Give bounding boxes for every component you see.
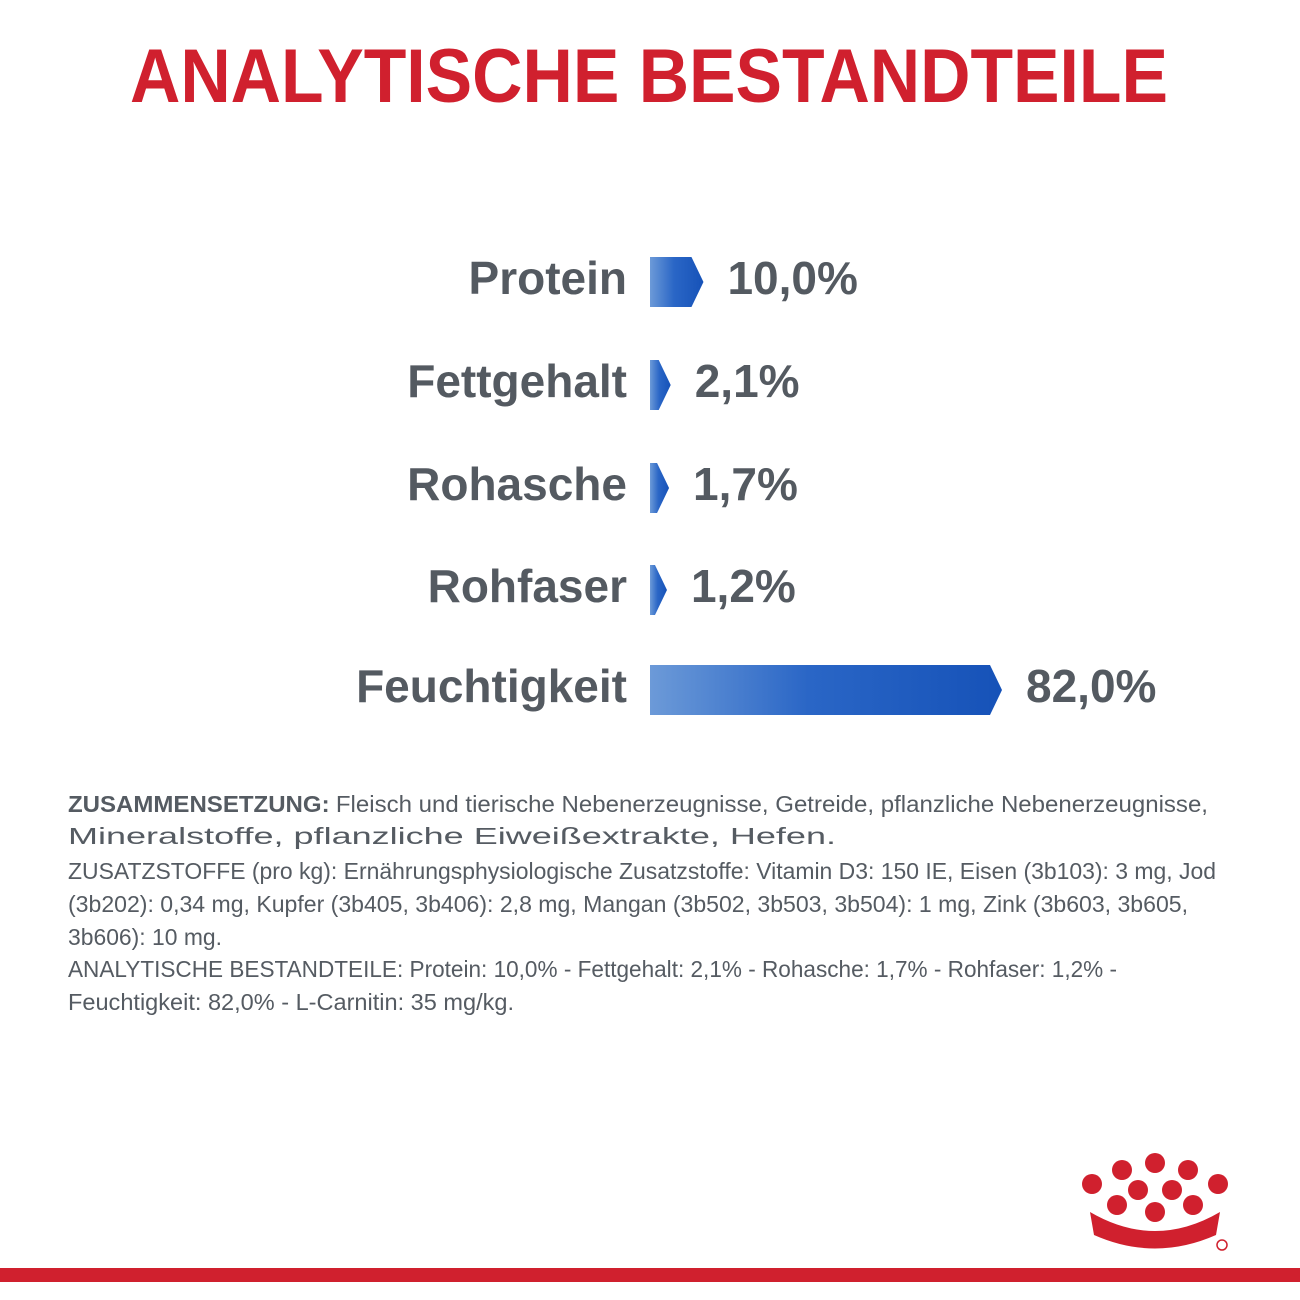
composition-heading: ZUSAMMENSETZUNG: — [68, 791, 330, 817]
value-label: 82,0% — [1026, 660, 1156, 712]
composition-text: (3b202): 0,34 mg, Kupfer (3b405, 3b406):… — [68, 891, 1188, 917]
composition-line: ANALYTISCHE BESTANDTEILE: Protein: 10,0%… — [68, 956, 1117, 982]
composition-text: Fleisch und tierische Nebenerzeugnisse, … — [336, 791, 1208, 817]
chart-title: ANALYTISCHE BESTANDTEILE — [130, 34, 1168, 119]
category-label: Rohfaser — [428, 560, 627, 612]
composition-line: Mineralstoffe, pflanzliche Eiweißextrakt… — [68, 823, 836, 849]
category-label: Protein — [469, 252, 627, 304]
composition-text: Feuchtigkeit: 82,0% - L-Carnitin: 35 mg/… — [68, 989, 514, 1015]
footer-bar — [0, 1268, 1300, 1282]
composition-text: ANALYTISCHE BESTANDTEILE: Protein: 10,0%… — [68, 956, 1117, 982]
composition-line: ZUSAMMENSETZUNG: Fleisch und tierische Ne… — [68, 791, 1208, 817]
category-label: Fettgehalt — [407, 355, 627, 407]
composition-text: ZUSATZSTOFFE (pro kg): Ernährungsphysiol… — [68, 858, 1216, 884]
composition-line: 3b606): 10 mg. — [68, 924, 222, 950]
value-label: 2,1% — [695, 355, 800, 407]
category-label: Rohasche — [407, 458, 627, 510]
bar — [650, 665, 1002, 715]
bar — [650, 463, 670, 513]
bar — [650, 565, 667, 615]
composition-text: 3b606): 10 mg. — [68, 924, 222, 950]
composition-line: (3b202): 0,34 mg, Kupfer (3b405, 3b406):… — [68, 891, 1188, 917]
logo — [1082, 1153, 1228, 1251]
bar — [650, 257, 704, 307]
bar — [650, 360, 671, 410]
value-label: 1,7% — [693, 458, 798, 510]
composition-line: ZUSATZSTOFFE (pro kg): Ernährungsphysiol… — [68, 858, 1216, 884]
composition-line: Feuchtigkeit: 82,0% - L-Carnitin: 35 mg/… — [68, 989, 514, 1015]
category-label: Feuchtigkeit — [356, 660, 627, 712]
value-label: 10,0% — [727, 252, 857, 304]
value-label: 1,2% — [691, 560, 796, 612]
composition-text: Mineralstoffe, pflanzliche Eiweißextrakt… — [68, 823, 836, 849]
